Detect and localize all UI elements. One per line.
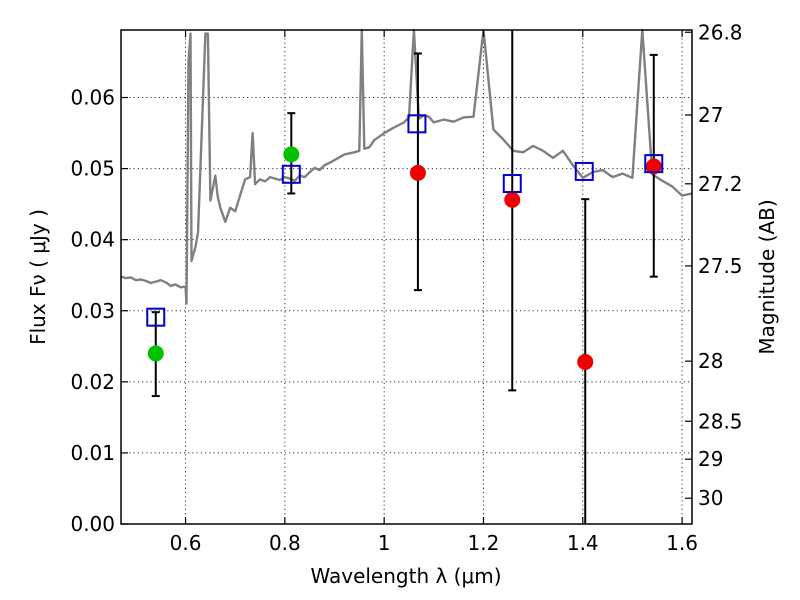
- model-square: [281, 164, 301, 184]
- data-point: [147, 345, 164, 362]
- error-bars: [151, 30, 658, 524]
- data-point: [577, 353, 594, 370]
- y-axis-right-label: Magnitude (AB): [755, 199, 779, 354]
- y-tick-label: 0.06: [70, 86, 115, 110]
- y-tick-label: 0.01: [70, 441, 115, 465]
- y-tick-label: 0.03: [70, 299, 115, 323]
- data-point: [409, 164, 426, 181]
- x-tick-label: 1.4: [567, 531, 599, 555]
- right-tick-label: 29: [698, 447, 723, 471]
- axis-ticks: 0.6 0.8 1 1.2 1.4 1.6 0.00 0.01 0.02 0.03 0.04 0.05…: [70, 20, 742, 555]
- x-tick-label: 1.6: [666, 531, 698, 555]
- x-tick-label: 0.6: [170, 531, 202, 555]
- data-point: [283, 146, 300, 163]
- x-axis-label: Wavelength λ (μm): [310, 564, 501, 588]
- y-tick-label: 0.02: [70, 370, 115, 394]
- y-axis-label: Flux Fν ( μJy ): [26, 209, 50, 345]
- model-square: [644, 154, 664, 174]
- right-tick-label: 27: [698, 103, 723, 127]
- right-tick-label: 27.5: [698, 254, 743, 278]
- right-tick-label: 30: [698, 486, 723, 510]
- right-tick-label: 26.8: [698, 20, 743, 44]
- x-tick-label: 1.2: [468, 531, 500, 555]
- plot-frame: [120, 29, 693, 525]
- x-tick-label: 0.8: [269, 531, 301, 555]
- grid-lines: [121, 30, 692, 524]
- spectrum-series: [120, 28, 693, 305]
- data-point: [504, 191, 521, 208]
- right-tick-label: 28: [698, 349, 723, 373]
- x-tick-label: 1: [378, 531, 391, 555]
- model-square: [146, 307, 166, 327]
- y-tick-label: 0.05: [70, 157, 115, 181]
- model-square: [407, 114, 427, 134]
- right-tick-label: 28.5: [698, 409, 743, 433]
- right-tick-label: 27.2: [698, 172, 743, 196]
- data-markers: [146, 114, 664, 370]
- model-square: [502, 174, 522, 194]
- spectrum-line: [120, 28, 693, 305]
- y-tick-label: 0.00: [70, 512, 115, 536]
- y-tick-label: 0.04: [70, 228, 115, 252]
- model-square: [574, 161, 594, 181]
